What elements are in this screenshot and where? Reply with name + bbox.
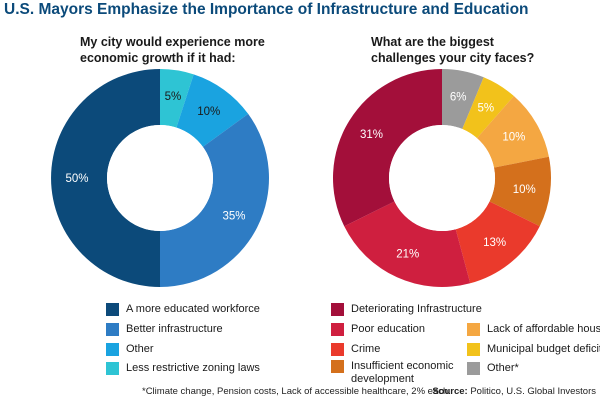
slice-label-a-more-educated-workforce: 50%: [65, 173, 88, 185]
legend-swatch: [467, 323, 480, 336]
legend-item-insufficient-development: Insufficient economic development: [331, 360, 459, 386]
legend-label: Municipal budget deficit: [487, 343, 600, 355]
slice-deteriorating-infrastructure: [333, 69, 442, 227]
chart-title-growth: My city would experience more economic g…: [80, 34, 280, 66]
legend-swatch: [467, 343, 480, 356]
slice-label-poor-education: 21%: [396, 249, 419, 261]
chart-title-line: What are the biggest: [371, 35, 494, 49]
donut-chart-challenges: 6% 5% 10% 10% 13% 21% 31%: [333, 69, 551, 287]
legend-item-other-challenges: Other*: [467, 362, 519, 375]
footnote: *Climate change, Pension costs, Lack of …: [142, 386, 451, 397]
legend-swatch: [106, 303, 119, 316]
chart-title-line: challenges your city faces?: [371, 51, 535, 65]
donut-chart-growth: 5% 10% 35% 50%: [51, 69, 269, 287]
legend-label: Crime: [351, 343, 381, 355]
slice-other: [176, 74, 249, 147]
legend-swatch: [331, 303, 344, 316]
slice-a-more-educated-workforce: [51, 69, 160, 287]
legend-item-zoning-laws: Less restrictive zoning laws: [106, 362, 260, 375]
slice-crime: [455, 201, 540, 284]
page-title: U.S. Mayors Emphasize the Importance of …: [4, 1, 529, 18]
slice-label-municipal-budget-deficit: 5%: [478, 103, 495, 115]
slice-label-other: 6%: [450, 92, 467, 104]
legend-item-better-infrastructure: Better infrastructure: [106, 323, 223, 336]
legend-label: Other: [126, 343, 154, 355]
slice-label-deteriorating-infrastructure: 31%: [360, 129, 383, 141]
chart-title-challenges: What are the biggest challenges your cit…: [371, 34, 571, 66]
source-label: Source:: [432, 386, 468, 397]
slice-label-lack-of-affordable-housing: 10%: [502, 132, 525, 144]
legend-item-budget-deficit: Municipal budget deficit: [467, 343, 600, 356]
slice-label-insufficient-economic-development: 10%: [513, 184, 536, 196]
slice-label-less-restrictive-zoning-laws: 5%: [165, 91, 182, 103]
donut-hole: [389, 125, 495, 231]
legend-item-affordable-housing: Lack of affordable housing: [467, 323, 600, 336]
legend-item-crime: Crime: [331, 343, 380, 356]
legend-swatch: [467, 362, 480, 375]
slice-municipal-budget-deficit: [462, 77, 514, 139]
slice-lack-of-affordable-housing: [476, 96, 549, 168]
legend-label: Other*: [487, 362, 519, 374]
source-note: Source: Politico, U.S. Global Investors: [432, 386, 596, 397]
legend-label: Less restrictive zoning laws: [126, 362, 260, 374]
slice-label-better-infrastructure: 35%: [222, 211, 245, 223]
legend-swatch: [331, 323, 344, 336]
legend-label: A more educated workforce: [126, 303, 260, 315]
legend-swatch: [331, 343, 344, 356]
donut-hole: [107, 125, 213, 231]
legend-label: Better infrastructure: [126, 323, 223, 335]
legend-label: Deteriorating Infrastructure: [351, 303, 482, 315]
source-text: Politico, U.S. Global Investors: [470, 386, 596, 397]
legend-item-deteriorating-infrastructure: Deteriorating Infrastructure: [331, 303, 482, 316]
legend-swatch: [106, 343, 119, 356]
legend-swatch: [106, 323, 119, 336]
chart-title-line: My city would experience more: [80, 35, 265, 49]
legend-swatch: [106, 362, 119, 375]
legend-label: Poor education: [351, 323, 425, 335]
slice-other: [442, 69, 484, 130]
slice-label-crime: 13%: [483, 237, 506, 249]
slice-better-infrastructure: [160, 113, 269, 287]
chart-title-line: economic growth if it had:: [80, 51, 236, 65]
slice-label-other: 10%: [197, 106, 220, 118]
slice-less-restrictive-zoning-laws: [160, 69, 194, 128]
slice-poor-education: [344, 201, 471, 287]
legend-item-other: Other: [106, 343, 154, 356]
legend-item-poor-education: Poor education: [331, 323, 425, 336]
slice-insufficient-economic-development: [489, 156, 551, 227]
legend-label: Lack of affordable housing: [487, 323, 600, 335]
legend-item-educated-workforce: A more educated workforce: [106, 303, 260, 316]
legend-label: Insufficient economic development: [351, 360, 454, 385]
legend-swatch: [331, 360, 344, 373]
